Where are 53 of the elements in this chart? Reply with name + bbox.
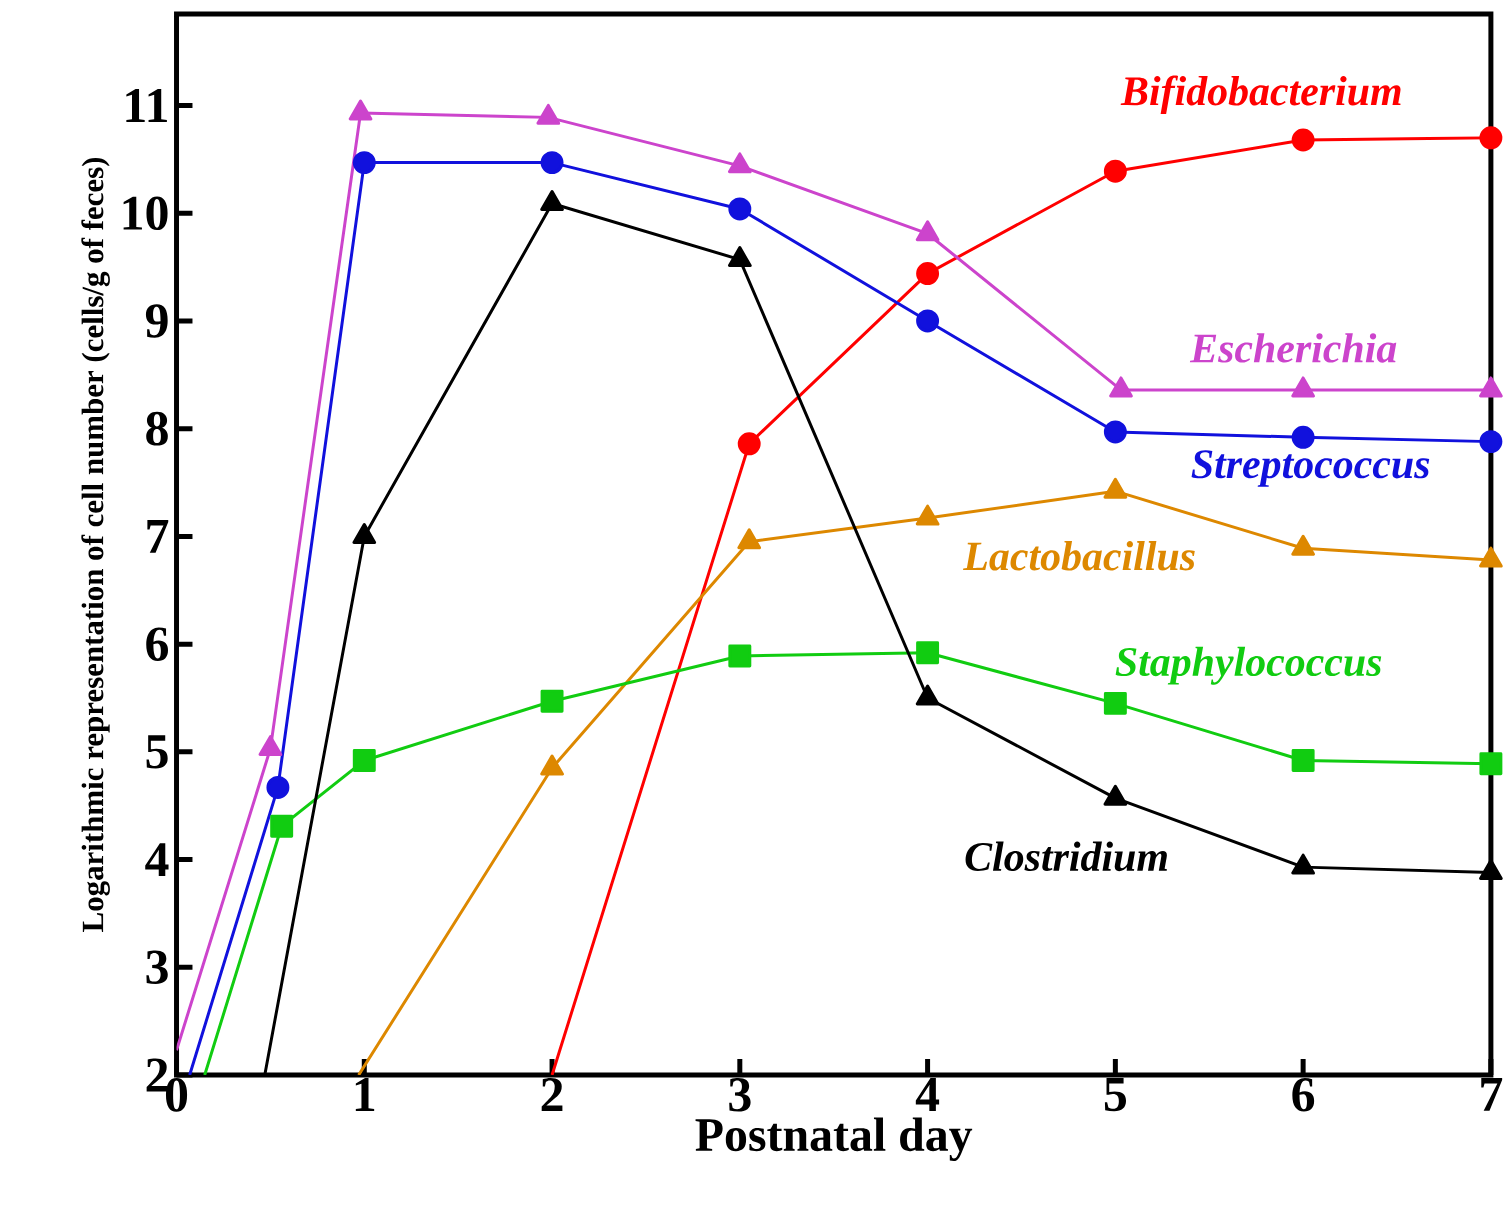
series-label: Bifidobacterium [1120,75,1401,115]
y-tick-label: 3 [146,950,168,985]
x-tick-label: 5 [1104,1078,1127,1112]
y-tick-label: 7 [147,520,169,553]
x-tick-label: 4 [915,1078,940,1112]
point [737,432,761,456]
point [1479,126,1503,150]
point [540,754,564,776]
x-tick-label: 7 [1481,1078,1503,1111]
point [1103,159,1127,183]
point [352,151,376,175]
point [916,309,940,333]
point [916,262,940,286]
x-tick-label: 3 [729,1078,751,1112]
x-axis-title: Postnatal day [695,1117,973,1162]
point [915,504,940,526]
point [737,528,762,550]
point [1291,426,1315,449]
point [1291,853,1315,875]
point [1103,477,1128,499]
point [1103,420,1127,444]
point [1479,859,1503,881]
series-label: Escherichia [1189,333,1397,363]
y-axis-title: Logarithmic representation of cell number (cells/g of feces) [81,158,110,933]
y-tick-label: 8 [146,412,168,446]
point [1479,546,1503,568]
x-tick-label: 0 [165,1078,188,1112]
point [727,246,752,268]
point [1291,534,1315,556]
series-label: Lactobacillus [963,541,1195,571]
point [1479,430,1503,454]
y-tick-label: 4 [145,843,169,877]
y-tick-label: 11 [126,89,167,123]
x-tick-label: 1 [355,1078,375,1112]
point [540,151,564,175]
point [915,684,940,706]
x-tick-label: 2 [541,1078,563,1112]
y-tick-label: 10 [123,196,168,231]
point [1291,376,1315,398]
point [1291,128,1315,152]
point [1109,376,1133,398]
point [1479,376,1503,398]
series-label: Streptococcus [1191,450,1430,488]
point [1103,784,1128,806]
y-tick-label: 6 [146,627,168,662]
x-tick-label: 6 [1292,1078,1315,1112]
point [728,197,752,221]
point [352,523,377,545]
y-tick-label: 5 [146,735,168,769]
series-label: Staphylococcus [1115,646,1382,685]
point [258,735,283,757]
series-label: Clostridium [965,841,1167,872]
y-tick-label: 9 [145,304,168,338]
